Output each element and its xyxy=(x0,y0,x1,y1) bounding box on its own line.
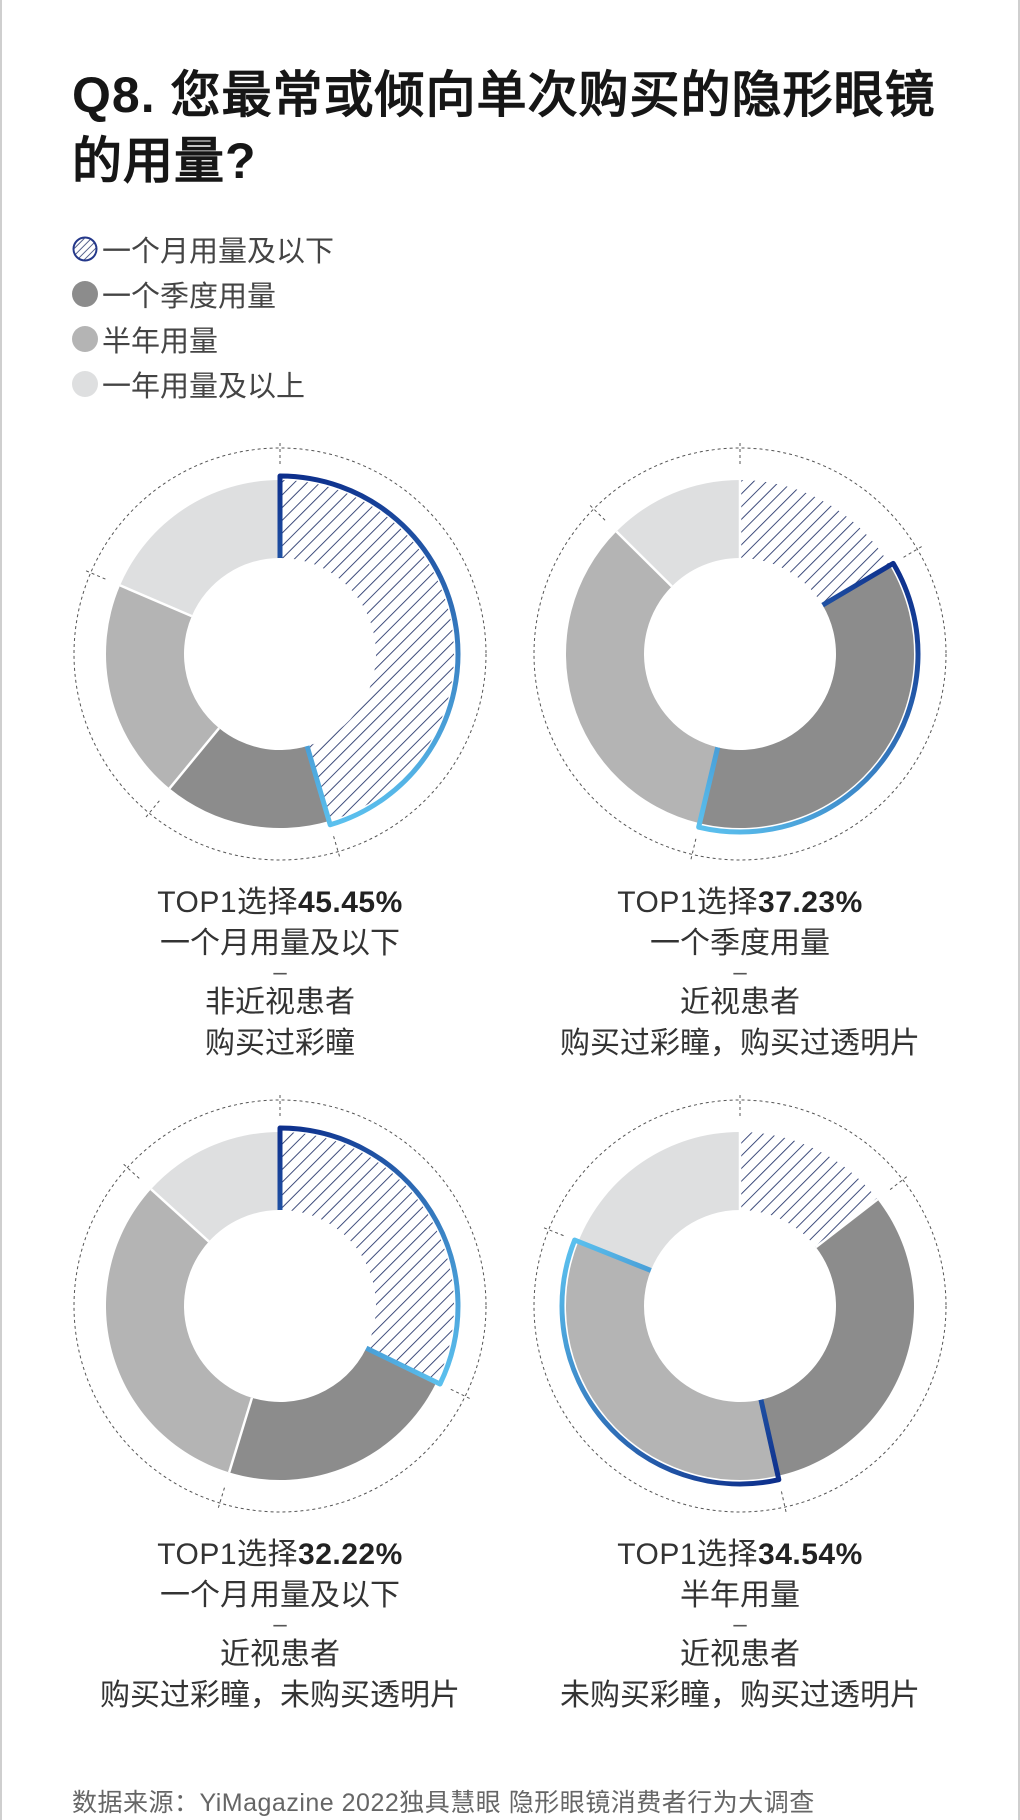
caption-top-label: TOP1选择 xyxy=(157,1538,299,1571)
caption-top-option: 半年用量 xyxy=(680,1579,800,1612)
segment-tick xyxy=(216,1487,225,1511)
segment-tick xyxy=(83,569,106,580)
caption-top-label: TOP1选择 xyxy=(617,886,759,919)
donut-chart-3 xyxy=(73,1092,487,1513)
legend-label: 半年用量 xyxy=(102,325,219,358)
donut-segment-year xyxy=(120,480,280,617)
caption-purchase: 购买过彩瞳，未购买透明片 xyxy=(100,1679,460,1712)
donut-chart-2 xyxy=(533,440,947,863)
legend-item-quarter: 一个季度用量 xyxy=(72,271,334,316)
caption-top-label: TOP1选择 xyxy=(617,1538,759,1571)
segment-separator xyxy=(150,1188,210,1243)
donut-segment-year xyxy=(616,480,740,587)
caption-top-percent: 45.45% xyxy=(298,886,403,919)
donut-segment-month xyxy=(740,480,890,606)
highlight-outline xyxy=(277,473,461,828)
left-border xyxy=(0,0,2,1820)
caption-group: 近视患者 xyxy=(680,1638,800,1671)
caption-dash: – xyxy=(733,959,747,986)
donut-segment-half-year xyxy=(105,1189,252,1473)
caption-top-percent: 37.23% xyxy=(758,886,863,919)
segment-separator xyxy=(615,530,673,588)
legend-label: 一个季度用量 xyxy=(102,280,277,313)
highlight-outline xyxy=(277,1125,461,1387)
legend-item-year: 一年用量及以上 xyxy=(72,361,334,406)
legend-swatch-hatched xyxy=(72,236,98,262)
caption-chart-4: TOP1选择34.54% 半年用量 – 近视患者 未购买彩瞳，购买过透明片 xyxy=(505,1534,975,1716)
dotted-ring xyxy=(73,447,487,861)
caption-chart-1: TOP1选择45.45% 一个月用量及以下 – 非近视患者 购买过彩瞳 xyxy=(45,882,515,1064)
donut-segment-year xyxy=(578,1132,740,1271)
legend-label: 一个月用量及以下 xyxy=(102,235,335,268)
caption-top-option: 一个季度用量 xyxy=(650,927,830,960)
caption-group: 近视患者 xyxy=(680,986,800,1019)
segment-tick xyxy=(333,836,341,860)
legend-swatch-dark-grey xyxy=(72,280,98,307)
dotted-ring xyxy=(533,1099,947,1513)
dotted-ring xyxy=(533,447,947,861)
dotted-ring xyxy=(73,1099,487,1513)
legend-swatch-mid-grey xyxy=(72,325,98,352)
donut-segment-month xyxy=(280,1132,455,1383)
legend-item-half-year: 半年用量 xyxy=(72,316,334,361)
donut-chart-4 xyxy=(533,1092,947,1515)
right-border xyxy=(1018,0,1020,1820)
caption-group: 非近视患者 xyxy=(205,986,355,1019)
donut-segment-half-year xyxy=(565,1241,778,1480)
segment-tick xyxy=(143,800,160,820)
donut-segment-quarter xyxy=(699,565,914,829)
caption-top-option: 一个月用量及以下 xyxy=(160,927,400,960)
segment-tick xyxy=(889,1174,910,1190)
caption-group: 近视患者 xyxy=(220,1638,340,1671)
segment-tick xyxy=(541,1226,564,1237)
legend: 一个月用量及以下 一个季度用量 半年用量 一年用量及以上 xyxy=(72,226,334,406)
segment-separator xyxy=(168,727,221,790)
segment-tick xyxy=(903,544,925,558)
donut-segment-month xyxy=(740,1132,878,1248)
caption-purchase: 未购买彩瞳，购买过透明片 xyxy=(560,1679,920,1712)
caption-chart-3: TOP1选择32.22% 一个月用量及以下 – 近视患者 购买过彩瞳，未购买透明… xyxy=(45,1534,515,1716)
donut-segment-quarter xyxy=(229,1348,437,1480)
donut-segment-half-year xyxy=(565,531,718,824)
source-note: 数据来源：YiMagazine 2022独具慧眼 隐形眼镜消费者行为大调查 xyxy=(72,1789,815,1817)
donut-segment-quarter xyxy=(169,728,330,828)
segment-separator xyxy=(119,584,193,618)
legend-label: 一年用量及以上 xyxy=(102,370,306,403)
caption-top-percent: 32.22% xyxy=(298,1538,403,1571)
caption-purchase: 购买过彩瞳，购买过透明片 xyxy=(560,1027,920,1060)
donut-segment-month xyxy=(280,480,454,821)
page-title: Q8. 您最常或倾向单次购买的隐形眼镜的用量? xyxy=(72,67,936,189)
legend-item-month: 一个月用量及以下 xyxy=(72,226,334,271)
segment-tick xyxy=(587,502,606,521)
caption-dash: – xyxy=(733,1611,747,1638)
highlight-outline xyxy=(559,1237,782,1487)
donut-segment-half-year xyxy=(106,585,220,789)
caption-dash: – xyxy=(273,959,287,986)
highlight-outline xyxy=(696,560,921,835)
caption-dash: – xyxy=(273,1611,287,1638)
caption-top-option: 一个月用量及以下 xyxy=(160,1579,400,1612)
caption-chart-2: TOP1选择37.23% 一个季度用量 – 近视患者 购买过彩瞳，购买过透明片 xyxy=(505,882,975,1064)
segment-tick xyxy=(450,1388,473,1401)
segment-separator xyxy=(815,1198,879,1249)
segment-tick xyxy=(780,1491,788,1515)
segment-tick xyxy=(689,838,697,863)
donut-chart-1 xyxy=(73,440,487,861)
legend-swatch-light-grey xyxy=(72,370,98,397)
segment-tick xyxy=(121,1161,140,1179)
caption-purchase: 购买过彩瞳 xyxy=(205,1027,355,1060)
caption-top-percent: 34.54% xyxy=(758,1538,863,1571)
segment-separator xyxy=(227,1397,254,1473)
donut-segment-quarter xyxy=(760,1199,915,1476)
caption-top-label: TOP1选择 xyxy=(157,886,299,919)
donut-segment-year xyxy=(151,1132,280,1242)
